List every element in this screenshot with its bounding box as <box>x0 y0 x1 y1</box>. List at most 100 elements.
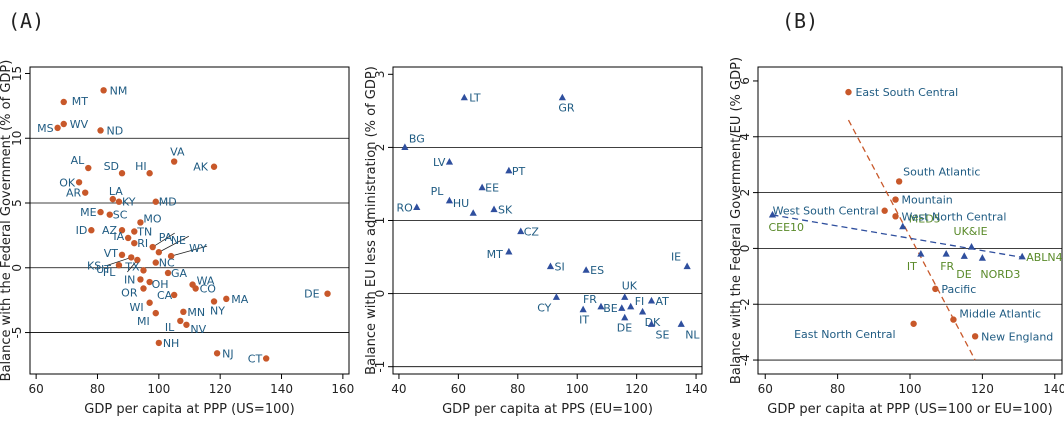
point-label-tx: TX <box>124 260 140 273</box>
point-wi <box>146 299 153 306</box>
point-nm <box>100 87 107 94</box>
y-tick-label-2: 0 <box>738 245 752 253</box>
point-at <box>647 296 656 304</box>
point-de <box>621 313 629 321</box>
point-label-ne: NE <box>171 234 186 247</box>
us-point-pacific <box>932 285 939 293</box>
point-in <box>137 276 144 283</box>
x-axis-label: GDP per capita at PPS (EU=100) <box>442 402 653 417</box>
us-point-west-south-central <box>881 207 888 214</box>
point-sd <box>118 170 126 177</box>
point-label-md: MD <box>159 196 177 209</box>
x-tick-label-2: 100 <box>899 382 922 396</box>
us-point-label-east-north-central: East North Central <box>794 328 896 341</box>
x-tick-label-3: 120 <box>971 382 994 396</box>
point-label-ma: MA <box>231 293 248 306</box>
point-label-nd: ND <box>107 124 124 137</box>
point-label-ga: GA <box>171 267 188 280</box>
point-label-fr: FR <box>583 293 597 306</box>
point-hi <box>146 170 153 177</box>
point-it <box>579 305 587 313</box>
point-nh <box>155 339 163 347</box>
eu-point-label-it: IT <box>907 260 917 273</box>
point-pt <box>505 166 513 174</box>
point-label-lv: LV <box>433 156 446 169</box>
point-label-nj: NJ <box>222 347 233 360</box>
point-label-ms: MS <box>37 122 53 135</box>
eu-point-med5 <box>899 222 907 230</box>
point-label-id: ID <box>76 224 88 237</box>
point-label-cy: CY <box>537 301 551 314</box>
us-point-east-south-central <box>845 88 852 96</box>
eu-point-fr <box>942 249 950 257</box>
point-label-nh: NH <box>163 337 180 350</box>
point-label-at: AT <box>655 295 669 308</box>
leader-line-ks <box>107 257 132 266</box>
point-ne <box>155 249 163 256</box>
point-al <box>85 164 92 172</box>
y-tick-label-4: 4 <box>738 133 752 141</box>
point-label-az: AZ <box>102 224 118 237</box>
point-label-de: DE <box>617 322 632 335</box>
x-axis-label: GDP per capita at PPP (US=100) <box>84 402 294 417</box>
x-tick-label-4: 140 <box>1043 382 1064 396</box>
eu-point-label-fr: FR <box>940 260 954 273</box>
point-az <box>118 227 126 234</box>
us-point-label-mountain: Mountain <box>902 194 953 207</box>
point-ar <box>82 189 89 196</box>
point-vt <box>118 251 126 259</box>
point-me <box>97 208 104 216</box>
point-label-hi: HI <box>135 160 147 173</box>
point-label-uk: UK <box>622 279 638 292</box>
point-label-il: IL <box>165 321 175 334</box>
us-trend-line <box>847 119 976 361</box>
point-gr <box>558 93 566 101</box>
point-label-it: IT <box>579 314 589 327</box>
point-label-ee: EE <box>485 182 499 195</box>
eu-point-nord3 <box>978 254 986 261</box>
point-ro <box>413 203 421 210</box>
us-point-label-east-south-central: East South Central <box>855 86 958 99</box>
point-pa <box>149 243 156 251</box>
point-label-se: SE <box>655 328 669 341</box>
eu-point-label-nord3: NORD3 <box>980 268 1020 281</box>
y-tick-label-1: 0 <box>373 290 387 298</box>
point-uk <box>621 293 629 300</box>
eu-point-cee10 <box>768 210 777 218</box>
point-label-dk: DK <box>645 316 661 329</box>
point-ee <box>478 183 486 191</box>
x-tick-label-2: 100 <box>147 382 170 396</box>
panel-label-a: (A) <box>8 9 44 33</box>
point-label-nl: NL <box>685 328 700 341</box>
y-tick-label-1: -2 <box>738 298 752 310</box>
point-label-ri: RI <box>137 237 148 250</box>
point-label-or: OR <box>121 287 138 300</box>
y-tick-label-3: 2 <box>373 144 387 152</box>
point-tn <box>131 228 138 235</box>
us-point-west-north-central <box>892 213 899 220</box>
point-label-es: ES <box>590 264 604 277</box>
point-label-va: VA <box>170 146 185 159</box>
point-label-tn: TN <box>136 226 152 239</box>
point-label-fi: FI <box>635 295 645 308</box>
y-tick-label-0: -4 <box>738 354 752 366</box>
point-lt <box>460 93 468 101</box>
eu-point-label-abln4: ABLN4 <box>1026 251 1062 264</box>
point-or <box>140 285 147 292</box>
us-point-label-west-north-central: West North Central <box>902 210 1007 223</box>
point-label-ny: NY <box>210 304 225 317</box>
x-tick-label-1: 60 <box>451 382 466 396</box>
point-dk <box>638 307 647 315</box>
point-label-nc: NC <box>159 257 175 270</box>
point-lv <box>445 158 454 165</box>
leader-line-ne <box>158 235 190 253</box>
point-wy <box>167 252 175 260</box>
point-ga <box>164 269 172 277</box>
point-label-ia: IA <box>113 230 124 243</box>
point-cy <box>552 293 561 300</box>
x-tick-label-5: 140 <box>685 382 708 396</box>
point-label-mi: MI <box>137 315 150 328</box>
us-point-label-middle-atlantic: Middle Atlantic <box>959 308 1041 321</box>
point-ma <box>223 295 230 303</box>
point-label-wv: WV <box>70 118 89 131</box>
